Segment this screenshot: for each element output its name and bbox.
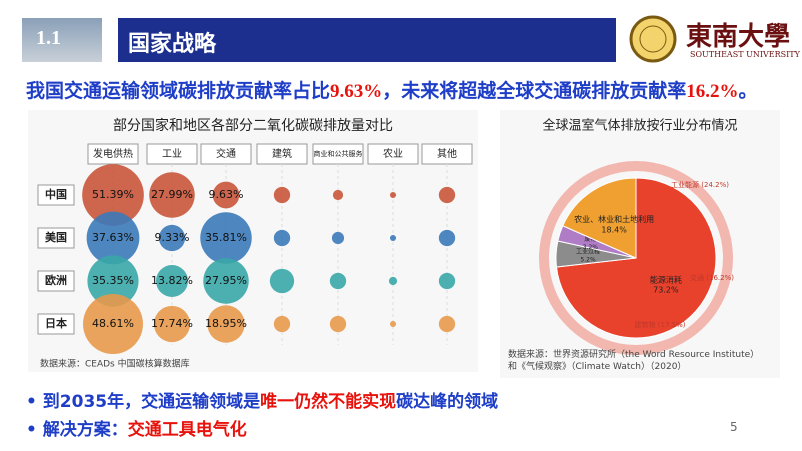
headline-text: 。	[738, 80, 758, 102]
bubble	[158, 224, 186, 252]
bullet-text: 解决方案：	[42, 420, 128, 440]
section-title: 国家战略	[128, 32, 217, 57]
headline-text: 我国交通运输领域碳排放贡献率占比	[26, 80, 331, 102]
row-label: 日本	[45, 316, 67, 330]
bullet-text: 碳达峰的领域	[396, 392, 499, 412]
headline-number: 16.2%	[686, 81, 739, 102]
row-label-box	[37, 227, 75, 249]
bubble	[203, 258, 249, 304]
headline-number: 9.63%	[330, 81, 383, 102]
bubble	[82, 164, 144, 226]
bubble-label: 9.33%	[155, 231, 190, 244]
pie-slice	[562, 177, 637, 259]
column-header: 工业	[162, 148, 182, 160]
bubble	[438, 229, 456, 247]
bubble-label: 35.81%	[205, 231, 247, 244]
bubble	[438, 315, 456, 333]
pie-value: 3.2%	[583, 244, 599, 251]
pie-value: 18.4%	[601, 226, 627, 235]
bubble-label: 51.39%	[92, 188, 134, 201]
pie-source: 数据来源：世界资源研究所（the Word Resource Institute…	[508, 350, 760, 372]
bubble	[207, 305, 245, 343]
page-number: 5	[730, 420, 738, 434]
bubble	[329, 272, 347, 290]
bubble	[331, 231, 345, 245]
title-bar: 国家战略	[118, 18, 616, 62]
bubble-source: 数据来源：CEADs 中国碳核算数据库	[40, 358, 190, 370]
bubble	[200, 212, 252, 264]
logo-seal	[629, 15, 677, 63]
pie-label: 废物	[584, 235, 596, 243]
ring-annotation: 建筑物 (17.5%)	[635, 320, 686, 329]
bullet-text: 交通工具电气化	[127, 420, 247, 440]
bullets: • 到2035年，交通运输领域是唯一仍然不能实现碳达峰的领域 • 解决方案：交通…	[26, 388, 498, 444]
bubble	[389, 191, 397, 199]
bubble	[273, 229, 291, 247]
pie-title: 全球温室气体排放按行业分布情况	[542, 118, 737, 134]
bubble	[388, 276, 398, 286]
bullet: • 解决方案：交通工具电气化	[26, 420, 247, 440]
column-header: 建筑	[272, 147, 292, 160]
bubble	[438, 272, 456, 290]
bubble	[86, 211, 140, 265]
bubble	[156, 265, 188, 297]
bubble-label: 48.61%	[92, 317, 134, 330]
ring-annotation: 交通 (16.2%)	[690, 273, 734, 282]
bubble	[438, 186, 456, 204]
bullet-text: 唯一仍然不能实现	[260, 392, 397, 412]
outer-ring	[539, 161, 733, 355]
column-header: 农业	[383, 147, 403, 160]
bubble	[273, 315, 291, 333]
bubble-title: 部分国家和地区各部分二氧化碳碳排放量对比	[113, 117, 393, 134]
ring-annotation: 工业能源 (24.2%)	[671, 180, 729, 189]
bubble	[389, 320, 397, 328]
row-label: 中国	[45, 187, 67, 201]
row-label-box	[37, 184, 75, 206]
bubble-label: 27.99%	[151, 188, 193, 201]
bubble-label: 9.63%	[209, 188, 244, 201]
column-header: 其他	[437, 147, 457, 160]
bubble	[153, 305, 191, 343]
headline-text: ，未来将超越全球交通碳排放贡献率	[382, 80, 687, 102]
bubble	[273, 186, 291, 204]
bullet: • 到2035年，交通运输领域是唯一仍然不能实现碳达峰的领域	[26, 392, 499, 412]
bubble	[269, 268, 295, 294]
pie-value: 73.2%	[653, 286, 679, 295]
bubble-label: 35.35%	[92, 274, 134, 287]
section-number: 1.1	[36, 27, 61, 49]
row-label: 美国	[45, 230, 67, 244]
bubble-label: 18.95%	[205, 317, 247, 330]
pie-label: 工业过程	[576, 247, 600, 255]
column-header: 发电供热	[93, 147, 133, 160]
bubble-label: 13.82%	[151, 274, 193, 287]
column-header: 交通	[216, 147, 236, 160]
bullet-text: 到2035年，交通运输领域是	[42, 392, 261, 412]
logo-name: 東南大學	[686, 22, 791, 52]
section-badge: 1.1	[22, 18, 102, 62]
pie-label: 能源消耗	[650, 274, 682, 284]
bubble	[149, 172, 195, 218]
bubble	[329, 315, 347, 333]
column-header: 商业和公共服务	[314, 149, 363, 158]
pie-label: 农业、林业和土地利用	[574, 214, 654, 224]
bubble	[212, 181, 240, 209]
row-label: 欧洲	[45, 273, 67, 287]
bubble	[332, 189, 344, 201]
pie-value: 5.2%	[580, 256, 596, 263]
bubble-label: 37.63%	[92, 231, 134, 244]
headline: 我国交通运输领域碳排放贡献率占比9.63%，未来将超越全球交通碳排放贡献率16.…	[26, 76, 758, 103]
logo-english: SOUTHEAST UNIVERSITY	[690, 50, 800, 59]
bubble-label: 17.74%	[151, 317, 193, 330]
bubble	[389, 234, 397, 242]
bubble	[87, 255, 139, 307]
bubble-label: 27.95%	[205, 274, 247, 287]
bubble	[83, 294, 143, 354]
row-label-box	[37, 270, 75, 292]
row-label-box	[37, 313, 75, 335]
